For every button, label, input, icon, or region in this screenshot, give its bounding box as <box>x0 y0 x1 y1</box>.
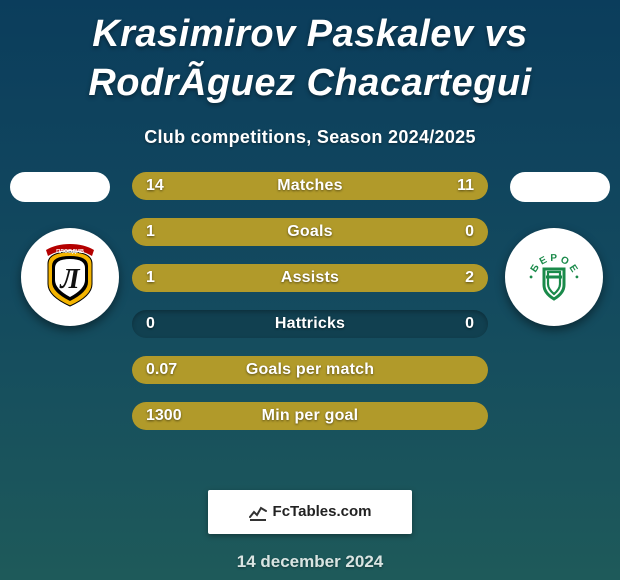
stat-row: Assists1 2 <box>132 264 488 292</box>
svg-text:ПЛОВДИВ: ПЛОВДИВ <box>56 249 84 255</box>
stat-value-left: 1 <box>146 264 155 292</box>
stat-label: Assists <box>132 264 488 292</box>
date-label: 14 december 2024 <box>0 552 620 572</box>
stat-value-left: 1 <box>146 218 155 246</box>
team-badge-left: Л ПЛОВДИВ <box>21 228 119 326</box>
infographic-container: Krasimirov Paskalev vs RodrÃguez Chacart… <box>0 0 620 580</box>
stat-value-right: 2 <box>465 264 474 292</box>
beroe-crest-icon: • Б Е Р О Е • <box>524 247 584 307</box>
plovdiv-crest-icon: Л ПЛОВДИВ <box>40 244 100 310</box>
footer-brand-card: FcTables.com <box>208 490 412 534</box>
brand-suffix: .com <box>336 503 371 520</box>
flag-right <box>510 172 610 202</box>
brand-prefix: Fc <box>273 503 291 520</box>
svg-text:Л: Л <box>59 264 80 295</box>
team-badge-right: • Б Е Р О Е • <box>505 228 603 326</box>
stat-value-left: 0.07 <box>146 356 177 384</box>
stat-row: Goals per match0.07 <box>132 356 488 384</box>
stat-label: Goals <box>132 218 488 246</box>
subtitle: Club competitions, Season 2024/2025 <box>0 127 620 148</box>
chart-icon <box>249 503 267 521</box>
brand-bold: Tables <box>290 503 336 520</box>
stat-value-left: 1300 <box>146 402 182 430</box>
stat-value-right: 0 <box>465 218 474 246</box>
stat-row: Hattricks0 0 <box>132 310 488 338</box>
stat-value-right: 11 <box>457 172 474 200</box>
stat-label: Matches <box>132 172 488 200</box>
stat-value-left: 0 <box>146 310 155 338</box>
stat-row: Goals1 0 <box>132 218 488 246</box>
stat-row: Min per goal1300 <box>132 402 488 430</box>
flag-left <box>10 172 110 202</box>
stat-row: Matches14 11 <box>132 172 488 200</box>
brand-text: FcTables.com <box>273 503 372 520</box>
stats-area: Л ПЛОВДИВ • Б Е Р О Е • <box>0 172 620 472</box>
stat-label: Min per goal <box>132 402 488 430</box>
page-title: Krasimirov Paskalev vs RodrÃguez Chacart… <box>0 0 620 109</box>
stat-label: Hattricks <box>132 310 488 338</box>
stat-rows: Matches1411Goals10Assists12Hattricks00Go… <box>132 172 488 448</box>
stat-label: Goals per match <box>132 356 488 384</box>
stat-value-left: 14 <box>146 172 164 200</box>
stat-value-right: 0 <box>465 310 474 338</box>
